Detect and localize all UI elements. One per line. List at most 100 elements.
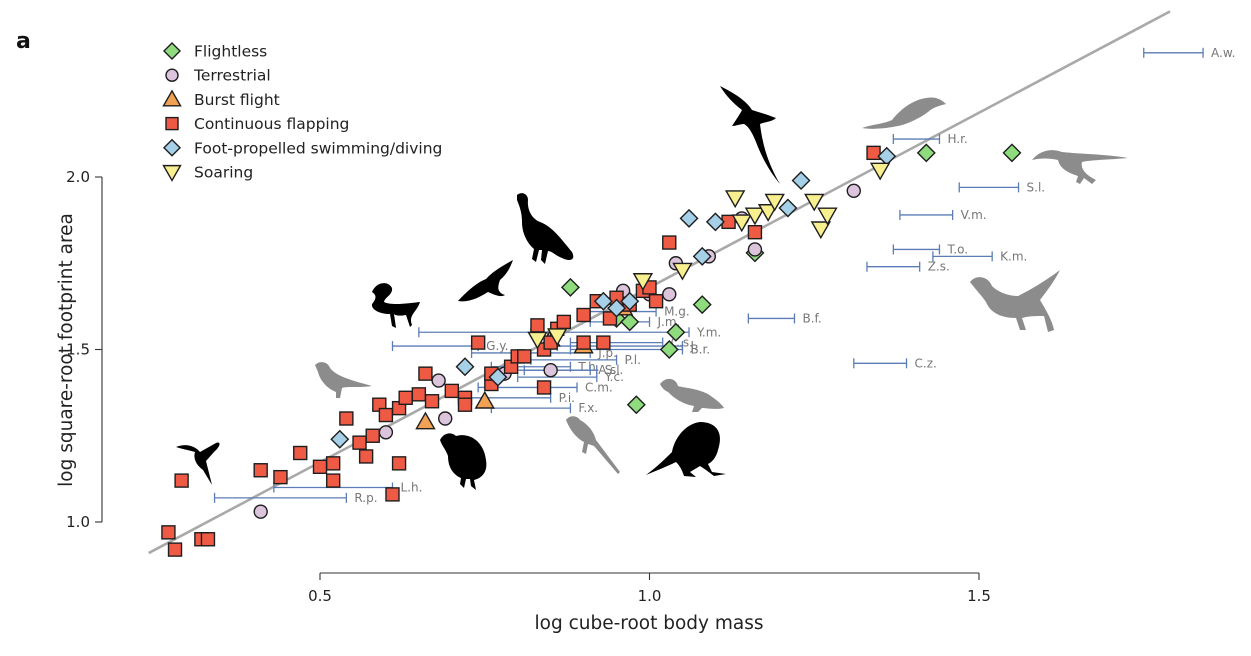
- point-soaring: [527, 331, 548, 350]
- legend-marker-flightless: [163, 42, 181, 60]
- range-label: Y.c.: [604, 370, 624, 384]
- range-label: T.o.: [946, 242, 968, 256]
- range-k-m: K.m.: [932, 249, 1027, 263]
- range-label: R.p.: [354, 491, 377, 505]
- point-terrestrial: [253, 504, 268, 519]
- y-tick-label: 2.0: [66, 168, 90, 186]
- data-points: [161, 143, 1022, 557]
- point-flightless: [916, 143, 936, 163]
- point-continuous-flapping: [365, 428, 380, 443]
- kiwi-silhouette-icon: [646, 422, 726, 477]
- legend-item-soaring[interactable]: Soaring: [162, 164, 254, 182]
- range-r-p: R.p.: [213, 491, 378, 505]
- legend-marker-terrestrial: [165, 68, 179, 82]
- legend-label: Soaring: [194, 164, 253, 182]
- legend[interactable]: Flightless Terrestrial Burst flight Continu…: [162, 42, 443, 182]
- point-foot-propelled-swimming-diving: [620, 291, 640, 311]
- legend-item-terrestrial[interactable]: Terrestrial: [165, 67, 271, 85]
- range-label: A.w.: [1211, 46, 1235, 60]
- range-y-c: Y.c.: [517, 370, 624, 384]
- range-s-l: S.l.: [958, 180, 1046, 194]
- range-c-m: C.m.: [477, 380, 613, 394]
- range-label: K.m.: [1000, 249, 1027, 263]
- range-a-w: A.w.: [1143, 46, 1235, 60]
- point-continuous-flapping: [293, 445, 308, 461]
- point-continuous-flapping: [391, 456, 407, 471]
- range-t-o: T.o.: [892, 242, 968, 256]
- point-flightless: [560, 277, 580, 297]
- point-continuous-flapping: [457, 397, 473, 412]
- y-tick-label: 1.0: [66, 513, 90, 531]
- series-flightless: [560, 143, 1022, 415]
- eagle-silhouette-icon: [458, 260, 513, 302]
- point-terrestrial: [431, 373, 446, 388]
- point-continuous-flapping: [339, 411, 354, 426]
- point-continuous-flapping: [530, 318, 545, 333]
- legend-label: Flightless: [194, 43, 267, 61]
- point-continuous-flapping: [174, 473, 189, 488]
- range-label: A.s.: [598, 363, 620, 377]
- range-g-y: G.y.: [391, 339, 508, 353]
- point-foot-propelled-swimming-diving: [778, 198, 798, 218]
- peafowl-silhouette-icon: [517, 193, 574, 264]
- range-label: M.g.: [664, 305, 690, 319]
- legend-marker-burst-flight: [162, 89, 182, 107]
- point-continuous-flapping: [398, 390, 413, 405]
- legend-label: Burst flight: [194, 91, 280, 109]
- point-continuous-flapping: [161, 525, 176, 540]
- point-foot-propelled-swimming-diving: [877, 146, 897, 166]
- y-ticks: 1.0 1.5 2.0: [66, 168, 102, 531]
- point-flightless: [692, 295, 712, 315]
- series-soaring: [527, 162, 891, 350]
- range-label: S.l.: [1027, 180, 1046, 194]
- x-tick-label: 0.5: [308, 587, 332, 605]
- legend-item-flightless[interactable]: Flightless: [163, 42, 267, 61]
- point-continuous-flapping: [325, 456, 341, 471]
- point-continuous-flapping: [253, 463, 268, 478]
- point-flightless: [626, 395, 646, 415]
- trackway-ranges: A.w. H.r. S.l. V.m. T.o. K.m. Z.s. B.f. C.z. M.g.…: [213, 46, 1235, 505]
- point-foot-propelled-swimming-diving: [593, 291, 613, 311]
- regression-line: [148, 10, 1171, 555]
- range-label: J.: [689, 339, 697, 353]
- series-terrestrial: [253, 183, 861, 519]
- feathered-dinosaur-silhouette-icon: [970, 270, 1060, 332]
- quail-silhouette-icon: [440, 433, 487, 490]
- hummingbird-silhouette-icon: [176, 442, 220, 485]
- point-continuous-flapping: [662, 235, 677, 250]
- point-continuous-flapping: [312, 459, 328, 474]
- point-terrestrial: [747, 242, 763, 257]
- point-flightless: [659, 340, 679, 359]
- point-continuous-flapping: [167, 542, 183, 557]
- x-axis-title: log cube-root body mass: [534, 613, 763, 634]
- point-continuous-flapping: [411, 387, 427, 402]
- range-c-z: C.z.: [853, 356, 937, 370]
- x-ticks: 0.5 1.0 1.5: [308, 573, 991, 605]
- range-label: Z.s.: [928, 260, 950, 274]
- legend-item-foot-propelled-swimming-diving[interactable]: Foot-propelled swimming/diving: [163, 138, 442, 157]
- range-h-r: H.r.: [892, 132, 968, 146]
- range-label: V.m.: [961, 208, 987, 222]
- series-continuous-flapping: [161, 145, 881, 557]
- legend-item-continuous-flapping[interactable]: Continuous flapping: [165, 115, 349, 133]
- point-continuous-flapping: [385, 487, 400, 502]
- y-tick-label: 1.5: [66, 341, 90, 359]
- point-flightless: [1002, 143, 1022, 163]
- legend-item-burst-flight[interactable]: Burst flight: [162, 89, 280, 109]
- range-label: L.h.: [400, 481, 422, 495]
- silhouettes-layer: [176, 86, 1128, 490]
- y-axis-title: log square-root footprint area: [56, 213, 77, 487]
- point-continuous-flapping: [747, 224, 763, 240]
- point-terrestrial: [543, 363, 558, 378]
- point-soaring: [804, 193, 825, 212]
- point-foot-propelled-swimming-diving: [455, 357, 475, 377]
- range-v-m: V.m.: [899, 208, 987, 222]
- point-soaring: [817, 207, 838, 226]
- point-burst-flight: [474, 390, 495, 409]
- range-l-h: L.h.: [273, 481, 422, 495]
- point-burst-flight: [415, 411, 436, 430]
- point-soaring: [810, 221, 832, 240]
- point-foot-propelled-swimming-diving: [705, 212, 725, 232]
- point-continuous-flapping: [470, 335, 486, 350]
- point-continuous-flapping: [648, 294, 664, 309]
